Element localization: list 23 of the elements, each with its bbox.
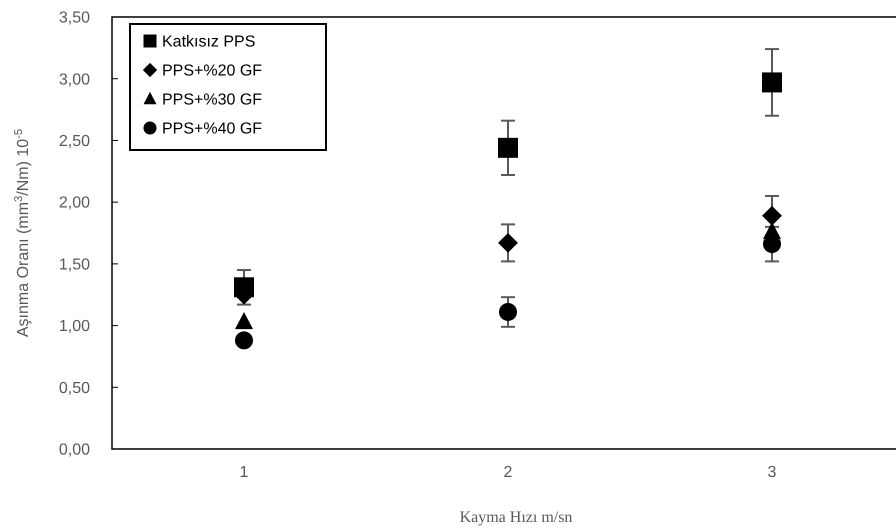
x-tick-label: 2 [504,464,513,481]
x-axis-title: Kayma Hızı m/sn [460,509,572,526]
x-tick-label: 3 [768,464,777,481]
y-tick-label: 2,00 [58,194,90,212]
y-tick-label: 2,50 [58,133,90,150]
point [498,138,518,158]
point [235,312,253,330]
y-tick-label: 1,00 [58,318,90,336]
y-tick-label: 3,50 [58,10,90,27]
y-tick-label: 0,50 [58,380,90,397]
legend-label: PPS+%40 GF [162,120,262,138]
x-tick-label: 1 [240,464,249,481]
point [498,232,518,253]
point [235,331,253,350]
point [499,302,517,321]
point [762,72,782,92]
y-tick-label: 3,00 [58,71,90,88]
y-tick-label: 0,00 [58,442,90,459]
y-tick-label: 1,50 [58,256,90,274]
legend-label: PPS+%20 GF [162,62,262,80]
legend-label: Katkısız PPS [162,34,256,51]
legend-label: PPS+%30 GF [162,92,262,109]
point [762,206,782,226]
